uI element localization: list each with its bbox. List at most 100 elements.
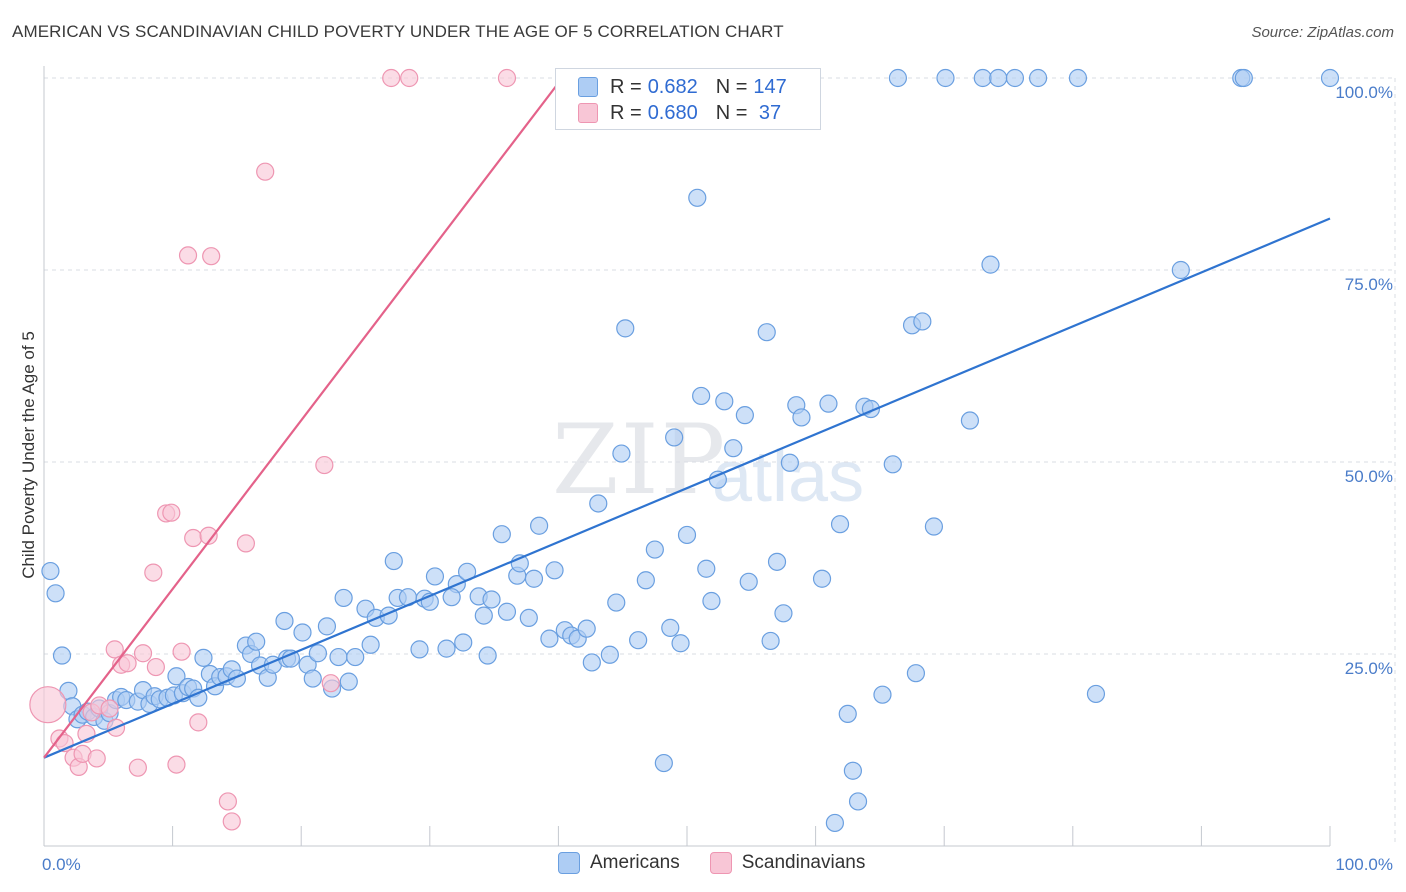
series-americans-points: [41, 68, 1340, 833]
americans-point: [589, 494, 608, 513]
americans-point: [616, 319, 635, 338]
americans-point: [873, 685, 892, 704]
americans-point: [361, 635, 380, 654]
legend-scandinavians-label: Scandinavians: [741, 852, 866, 873]
scandinavians-point: [87, 749, 106, 768]
americans-point: [582, 653, 601, 672]
americans-swatch: [578, 77, 598, 97]
americans-point: [757, 323, 776, 342]
scandinavians-trend-line: [43, 77, 564, 759]
axis-labels: 25.0% 50.0% 75.0% 100.0% 0.0% 100.0% Child Pov…: [19, 83, 1393, 874]
scandinavians-n-label: N =: [715, 101, 748, 124]
americans-point: [194, 648, 213, 667]
scandinavians-point: [184, 528, 203, 548]
americans-point: [1068, 68, 1088, 88]
legend-americans-swatch: [558, 852, 580, 874]
americans-point: [425, 567, 445, 586]
americans-point: [888, 68, 908, 88]
americans-point: [478, 646, 497, 665]
legend-row-scandinavians: R = 0.680 N = 37: [578, 100, 781, 126]
scandinavians-point: [146, 657, 165, 677]
source-label: Source: ZipAtlas.com: [1251, 24, 1394, 41]
americans-point: [600, 645, 619, 664]
legend-item-scandinavians: Scandinavians: [709, 852, 866, 874]
americans-point: [702, 591, 721, 611]
americans-point: [761, 631, 780, 651]
watermark-zip: ZIP: [552, 404, 728, 516]
americans-point: [303, 669, 322, 688]
americans-point: [524, 569, 544, 588]
americans-point: [189, 688, 208, 707]
americans-point: [830, 515, 850, 534]
scandinavians-point: [236, 534, 256, 553]
y-tick-label: 75.0%: [1345, 275, 1393, 294]
series-legend: Americans Scandinavians: [558, 852, 895, 874]
americans-point: [540, 629, 559, 648]
americans-point: [384, 551, 403, 571]
americans-point: [838, 704, 857, 724]
legend-americans-label: Americans: [590, 852, 680, 873]
scandinavians-point: [315, 455, 334, 475]
scandinavians-point: [202, 247, 221, 266]
scandinavians-point: [144, 563, 163, 582]
americans-trend-line: [43, 217, 1331, 759]
legend-row-americans: R = 0.682 N = 147: [578, 74, 787, 100]
americans-point: [329, 647, 348, 667]
americans-point: [519, 608, 538, 628]
scandinavians-point: [256, 162, 275, 181]
americans-point: [454, 633, 473, 652]
scandinavians-point: [167, 755, 186, 774]
americans-point: [735, 406, 754, 425]
americans-n-value: 147: [753, 75, 787, 98]
americans-point: [607, 593, 626, 612]
grid-lines: [44, 77, 1396, 846]
y-axis-label: Child Poverty Under the Age of 5: [19, 331, 38, 579]
americans-point: [629, 631, 648, 650]
americans-point: [688, 188, 707, 207]
americans-point: [1320, 68, 1340, 88]
stats-legend: R = 0.682 N = 147 R = 0.680 N = 37: [555, 68, 821, 130]
americans-point: [492, 525, 511, 544]
americans-point: [41, 561, 60, 581]
americans-point: [482, 590, 501, 609]
americans-point: [1005, 68, 1025, 88]
chart-title: AMERICAN VS SCANDINAVIAN CHILD POVERTY U…: [12, 22, 784, 41]
scandinavians-point: [321, 674, 340, 693]
scandinavians-point: [100, 699, 119, 718]
scandinavians-point: [382, 68, 401, 88]
y-tick-label: 100.0%: [1335, 83, 1393, 102]
scandinavians-point: [189, 713, 208, 732]
americans-point: [715, 392, 734, 411]
scandinavians-point: [178, 246, 198, 265]
americans-point: [724, 439, 743, 458]
scandinavians-swatch: [578, 103, 598, 123]
americans-point: [530, 516, 549, 535]
americans-point: [334, 588, 353, 608]
y-tick-label: 50.0%: [1345, 467, 1393, 486]
axes: [43, 66, 1331, 847]
americans-point: [697, 559, 716, 578]
americans-point: [671, 634, 690, 653]
americans-r-label: R =: [610, 75, 642, 98]
scandinavians-point: [222, 812, 241, 831]
scandinavians-point: [133, 644, 153, 663]
americans-point: [437, 639, 456, 658]
americans-point: [577, 619, 596, 638]
americans-point: [692, 386, 711, 406]
americans-point: [792, 408, 811, 427]
americans-point: [308, 644, 328, 663]
scandinavians-point: [172, 642, 191, 661]
americans-point: [780, 453, 799, 472]
trend-lines: [43, 77, 1331, 759]
y-tick-label: 25.0%: [1345, 659, 1393, 678]
americans-point: [883, 455, 902, 474]
americans-point: [545, 561, 564, 580]
americans-point: [410, 640, 429, 659]
americans-point: [497, 602, 517, 621]
americans-point: [293, 623, 312, 642]
x-tick-label-max: 100.0%: [1335, 855, 1393, 874]
scandinavians-point: [118, 654, 137, 673]
scandinavians-point: [162, 503, 181, 522]
legend-scandinavians-swatch: [709, 852, 732, 874]
